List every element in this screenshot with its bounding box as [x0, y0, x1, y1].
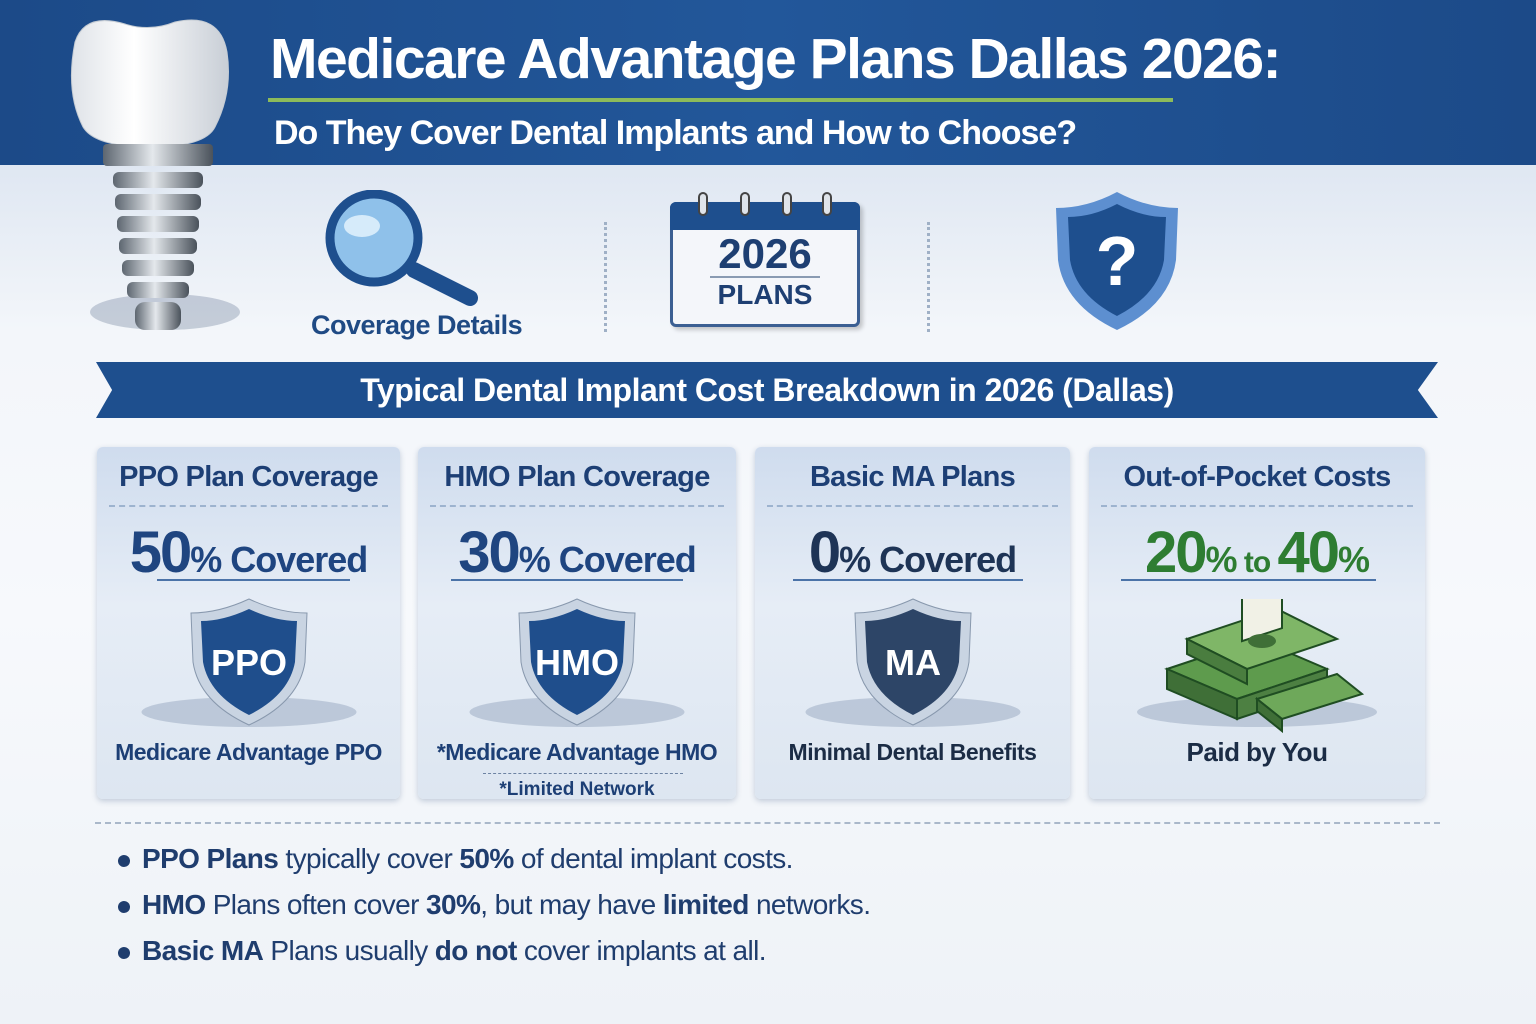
- card-heading: HMO Plan Coverage: [444, 461, 710, 493]
- page-title: Medicare Advantage Plans Dallas 2026:: [270, 27, 1282, 91]
- divider: [604, 222, 607, 332]
- cost-range: 20% to 40%: [1144, 520, 1370, 585]
- card-footer: Minimal Dental Benefits: [788, 739, 1037, 765]
- svg-text:MA: MA: [885, 642, 941, 683]
- card-ppo: PPO Plan Coverage 50% Covered PPO Medica…: [97, 447, 400, 799]
- title-underline: [268, 98, 1173, 102]
- coverage-value: 0% Covered: [808, 520, 1017, 585]
- page-subtitle: Do They Cover Dental Implants and How to…: [274, 114, 1077, 152]
- card-out-of-pocket: Out-of-Pocket Costs 20% to 40% Paid by Y…: [1089, 447, 1425, 799]
- card-heading: Basic MA Plans: [809, 461, 1016, 493]
- card-hmo: HMO Plan Coverage 30% Covered HMO *Medic…: [418, 447, 736, 800]
- bullet-item: HMO Plans often cover 30%, but may have …: [118, 889, 871, 921]
- svg-text:PPO: PPO: [210, 642, 286, 683]
- divider: [927, 222, 930, 332]
- ma-shield-icon: MA: [853, 598, 972, 726]
- card-heading: PPO Plan Coverage: [119, 461, 379, 493]
- card-note: *Limited Network: [499, 779, 655, 800]
- section-divider: [95, 822, 1440, 824]
- question-glyph: ?: [1096, 222, 1139, 300]
- calendar-icon: 2026 PLANS: [670, 192, 865, 328]
- card-heading: Out-of-Pocket Costs: [1123, 461, 1391, 493]
- bullet-item: PPO Plans typically cover 50% of dental …: [118, 843, 793, 875]
- header-band: [0, 0, 1536, 165]
- card-footer: Medicare Advantage PPO: [115, 739, 382, 765]
- hmo-shield-icon: HMO: [518, 598, 636, 726]
- svg-text:HMO: HMO: [535, 642, 619, 683]
- calendar-year: 2026: [718, 230, 812, 277]
- card-basic-ma: Basic MA Plans 0% Covered MA Minimal Den…: [755, 447, 1070, 799]
- section-banner: Typical Dental Implant Cost Breakdown in…: [96, 362, 1438, 418]
- shield-question-icon: ?: [1056, 192, 1178, 330]
- coverage-value: 50% Covered: [129, 520, 369, 585]
- dental-implant-icon: [70, 19, 240, 330]
- calendar-label: PLANS: [717, 279, 813, 310]
- ppo-shield-icon: PPO: [189, 598, 308, 726]
- card-footer: *Medicare Advantage HMO: [436, 739, 718, 765]
- coverage-value: 30% Covered: [458, 520, 697, 585]
- bullet-item: Basic MA Plans usually do not cover impl…: [118, 935, 767, 967]
- magnifying-glass-icon: [325, 190, 478, 306]
- banner-title: Typical Dental Implant Cost Breakdown in…: [360, 371, 1174, 408]
- card-footer: Paid by You: [1186, 737, 1328, 767]
- money-stack-icon: [1164, 599, 1365, 734]
- coverage-details-label: Coverage Details: [311, 310, 523, 340]
